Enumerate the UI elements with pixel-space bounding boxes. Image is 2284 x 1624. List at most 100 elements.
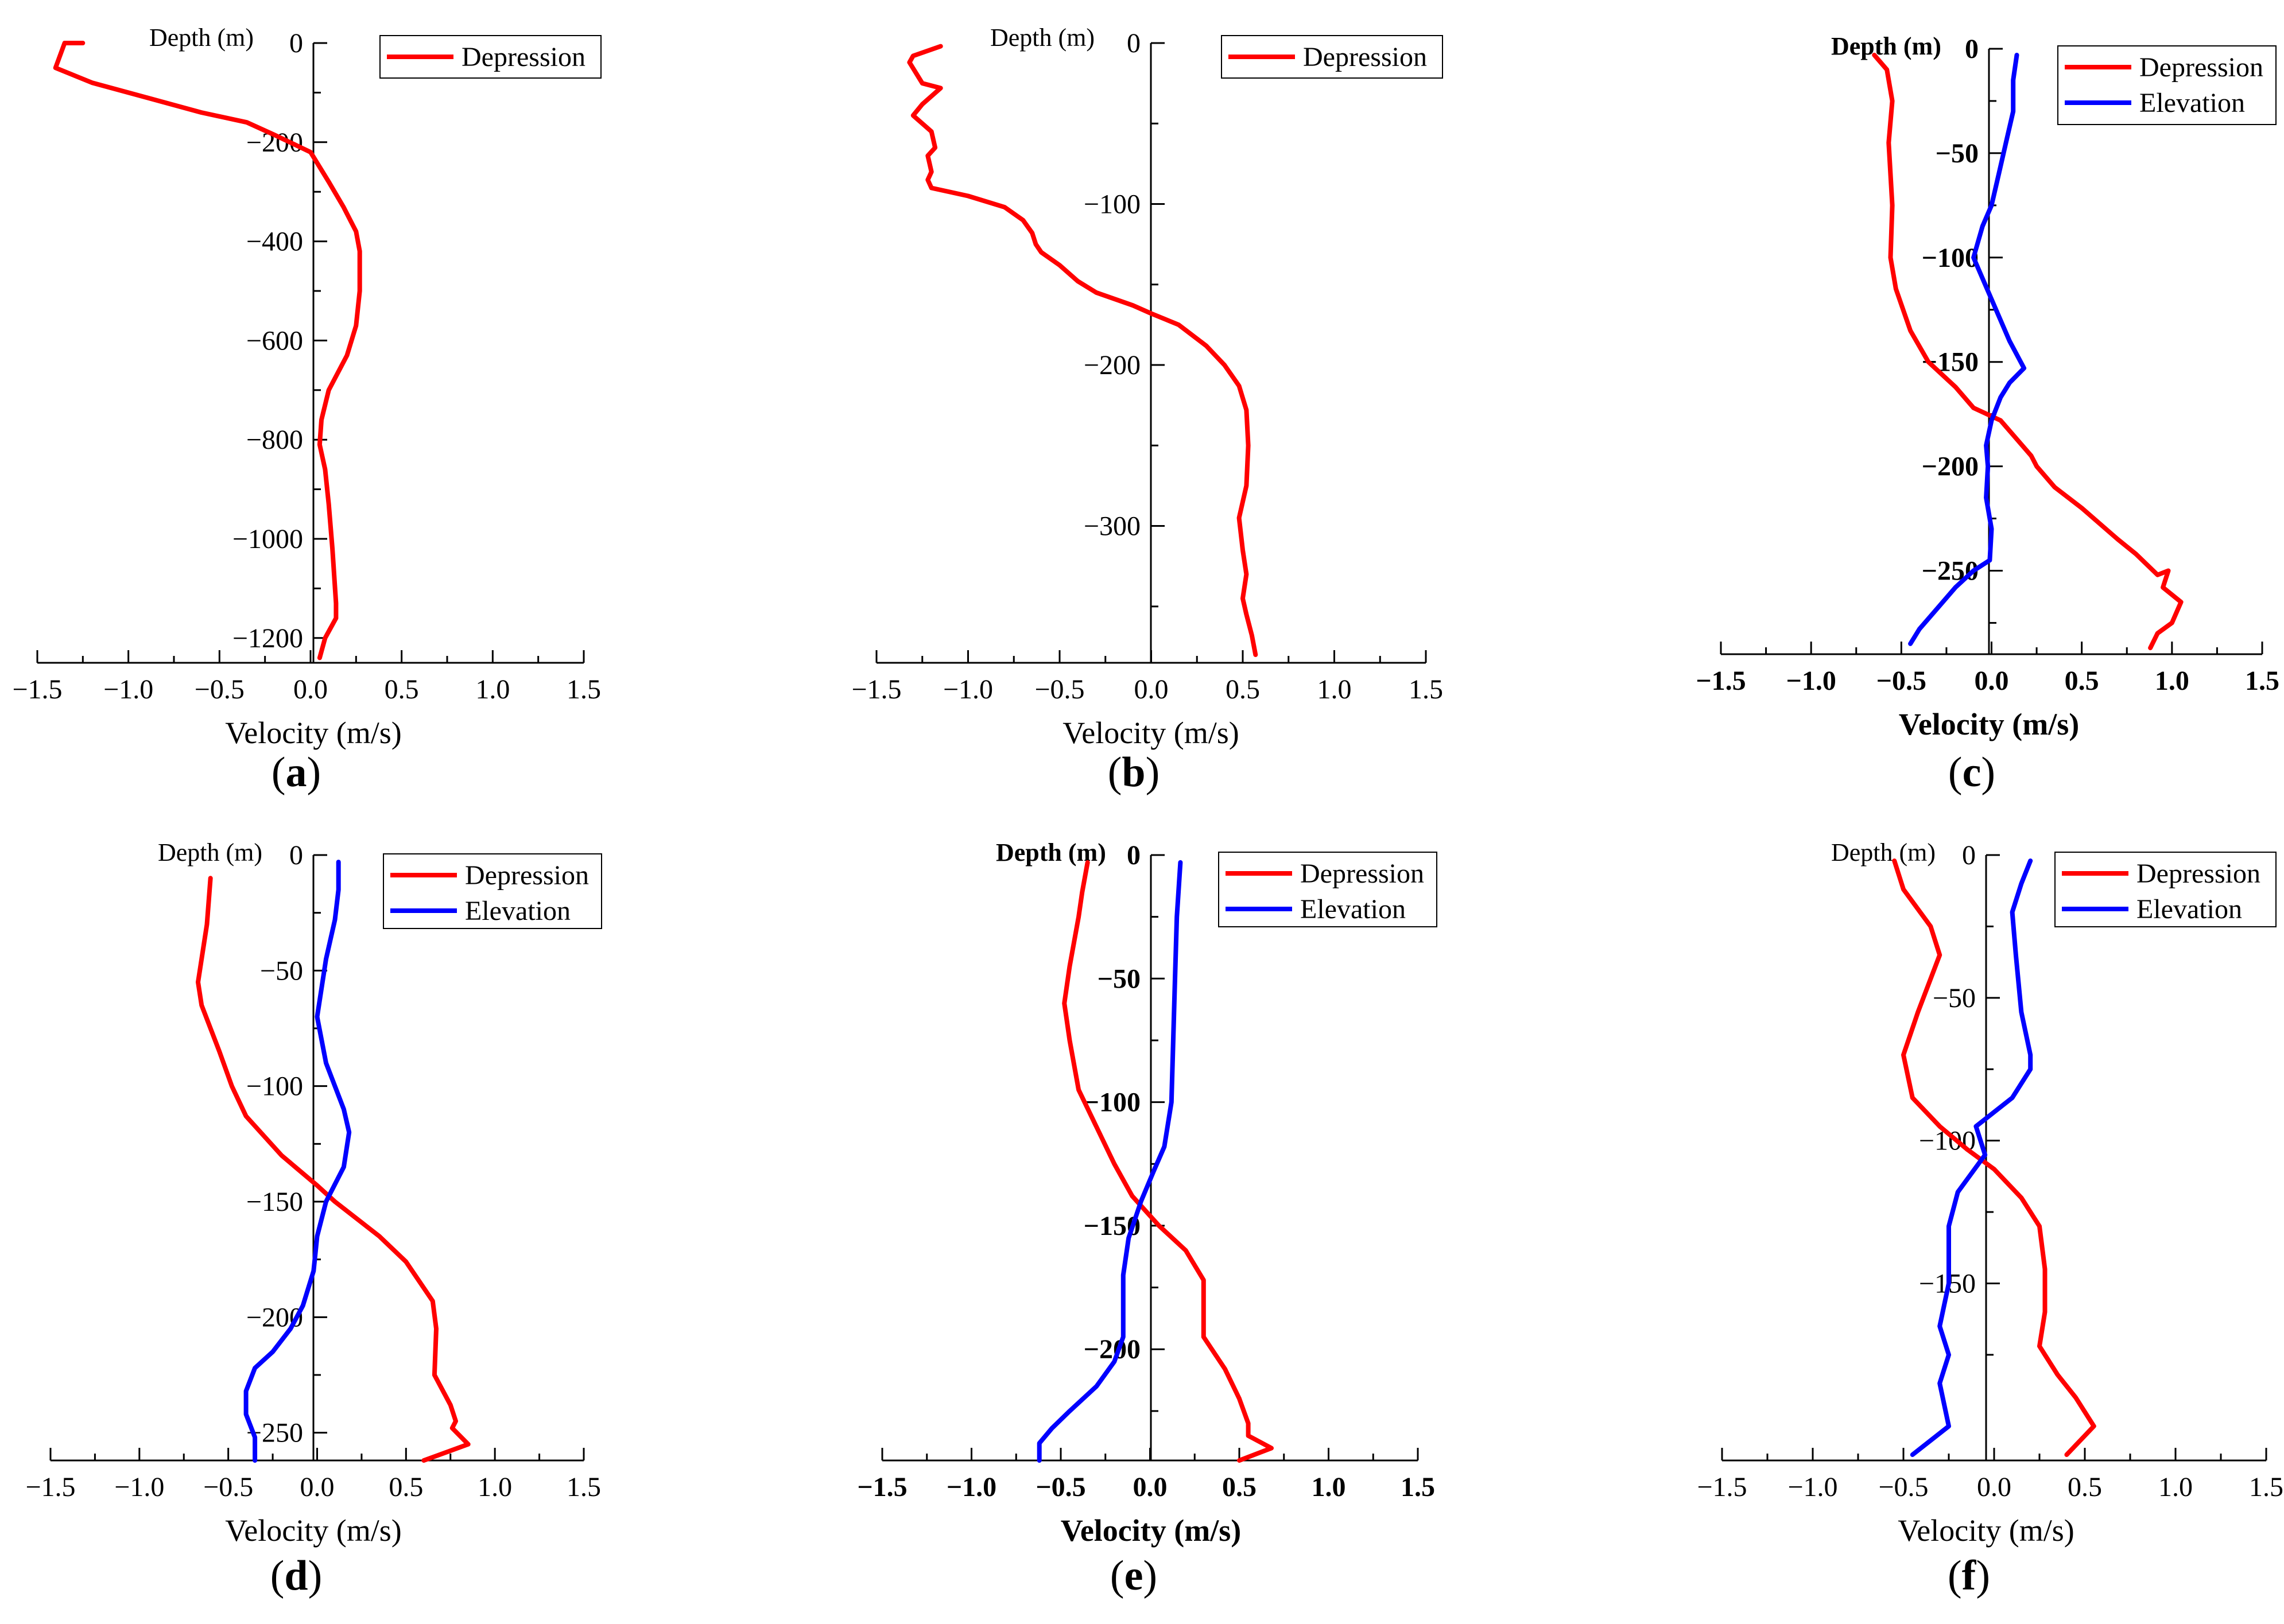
x-tick-label: 1.5	[1401, 1472, 1435, 1502]
panel-label: (e)	[1110, 1552, 1157, 1599]
y-tick-label: 0	[1127, 840, 1141, 871]
x-tick-label: 0.5	[2068, 1472, 2102, 1502]
x-tick-label: −0.5	[1876, 666, 1926, 696]
legend: Depression Elevation	[2054, 852, 2277, 927]
y-tick-label: −400	[246, 227, 303, 257]
panel-label: (f)	[1948, 1552, 1990, 1599]
legend-label-elevation: Elevation	[2139, 88, 2245, 118]
legend-box	[1218, 852, 1437, 927]
x-tick-label: −1.0	[114, 1472, 164, 1502]
y-tick-label: 0	[1962, 840, 1976, 871]
x-tick-label: 1.0	[1312, 1472, 1346, 1502]
x-tick-label: −0.5	[1034, 674, 1084, 705]
legend-label-elevation: Elevation	[2136, 894, 2242, 924]
x-tick-label: −1.0	[943, 674, 993, 705]
x-tick-label: 0.0	[1977, 1472, 2011, 1502]
x-tick-label: 0.0	[300, 1472, 335, 1502]
legend: Depression	[379, 35, 602, 79]
x-tick-label: −1.0	[947, 1472, 996, 1502]
x-tick-label: −1.5	[25, 1472, 75, 1502]
panel-label: (a)	[272, 749, 321, 796]
panel-label: (d)	[270, 1552, 322, 1599]
x-tick-label: −0.5	[1036, 1472, 1085, 1502]
chart-panel-e: −1.5 −1.0 −0.5 0.0 0.5 1.0 1.50−50−100−150−200…	[857, 838, 1437, 1599]
x-tick-label: 1.0	[1317, 674, 1352, 705]
legend: Depression Elevation	[383, 853, 602, 929]
y-axis-title: Depth (m)	[1831, 32, 1941, 60]
x-tick-label: −1.0	[103, 674, 153, 705]
y-tick-label: −200	[1922, 452, 1979, 482]
x-tick-label: 0.0	[293, 674, 328, 705]
y-tick-label: −800	[246, 425, 303, 455]
y-tick-label: −1200	[232, 623, 303, 654]
series-line-depression	[196, 876, 471, 1463]
y-axis-title: Depth (m)	[149, 24, 254, 52]
x-axis-title: Velocity (m/s)	[1061, 1513, 1241, 1548]
legend-box	[2054, 852, 2277, 927]
y-axis-title: Depth (m)	[1831, 838, 1936, 867]
x-axis-title: Velocity (m/s)	[225, 1513, 401, 1548]
x-tick-label: −1.5	[1697, 1472, 1747, 1502]
chart-panel-c: −1.5 −1.0 −0.5 0.0 0.5 1.0 1.50−50−100−150−200…	[1696, 32, 2279, 796]
y-tick-label: −50	[1933, 983, 1976, 1013]
x-axis-title: Velocity (m/s)	[1898, 1513, 2074, 1548]
x-tick-label: −1.5	[851, 674, 901, 705]
x-tick-label: 1.5	[2249, 1472, 2283, 1502]
x-tick-label: −1.5	[1696, 666, 1746, 696]
series-line-elevation	[243, 860, 352, 1463]
panel-label: (c)	[1948, 749, 1995, 796]
x-tick-label: −0.5	[1878, 1472, 1928, 1502]
x-tick-label: 1.0	[2158, 1472, 2193, 1502]
x-axis-title: Velocity (m/s)	[1899, 707, 2079, 741]
panel-label: (b)	[1108, 749, 1160, 796]
y-tick-label: −300	[1084, 511, 1141, 542]
y-tick-label: −100	[246, 1071, 303, 1102]
chart-panel-d: −1.5 −1.0 −0.5 0.0 0.5 1.0 1.50−50−100−150−200…	[25, 838, 602, 1599]
x-tick-label: −1.0	[1787, 1472, 1837, 1502]
legend-label-depression: Depression	[2136, 858, 2260, 889]
series-line-depression	[1872, 52, 2184, 651]
y-axis-title: Depth (m)	[158, 838, 262, 867]
panels-root: −1.5 −1.0 −0.5 0.0 0.5 1.0 1.5 0 −200 −400 −600 −80…	[12, 24, 2283, 1599]
x-tick-label: −0.5	[195, 674, 245, 705]
y-tick-label: −200	[1084, 350, 1141, 380]
series-line-depression	[1892, 858, 2096, 1457]
x-tick-label: 1.0	[2155, 666, 2189, 696]
x-tick-label: 0.0	[1134, 674, 1169, 705]
y-tick-label: 0	[289, 28, 303, 59]
series-line-depression	[907, 44, 1258, 657]
x-tick-label: 1.0	[475, 674, 510, 705]
x-tick-label: −0.5	[203, 1472, 253, 1502]
chart-panel-a: −1.5 −1.0 −0.5 0.0 0.5 1.0 1.50−200−400−600−80…	[12, 24, 602, 796]
series-line-elevation	[1037, 860, 1183, 1463]
legend-label-elevation: Elevation	[1300, 894, 1406, 924]
y-tick-label: −100	[1922, 243, 1979, 273]
x-tick-label: 0.5	[2065, 666, 2099, 696]
x-tick-label: 1.5	[2245, 666, 2279, 696]
x-tick-label: 0.0	[1975, 666, 2009, 696]
x-tick-label: 0.5	[1226, 674, 1260, 705]
y-tick-label: −50	[260, 955, 303, 986]
y-tick-label: −50	[1098, 963, 1141, 994]
x-tick-label: 0.5	[389, 1472, 423, 1502]
x-tick-label: −1.5	[857, 1472, 907, 1502]
y-tick-label: −150	[246, 1187, 303, 1217]
y-tick-label: −1000	[232, 524, 303, 554]
x-tick-label: 1.0	[478, 1472, 512, 1502]
x-tick-label: 1.5	[567, 674, 601, 705]
series-line-elevation	[1910, 858, 2033, 1457]
legend-box	[383, 853, 602, 929]
y-tick-label: −100	[1084, 189, 1141, 220]
y-tick-label: −600	[246, 325, 303, 356]
chart-panel-f: −1.5 −1.0 −0.5 0.0 0.5 1.0 1.50−50−100−150Dept…	[1697, 838, 2283, 1599]
x-tick-label: −1.5	[12, 674, 62, 705]
x-axis-title: Velocity (m/s)	[1062, 716, 1239, 750]
series-line-depression	[53, 41, 362, 661]
legend-label-elevation: Elevation	[465, 896, 571, 926]
x-axis-title: Velocity (m/s)	[225, 716, 401, 750]
legend: Depression Elevation	[2057, 45, 2277, 125]
x-tick-label: 0.5	[1222, 1472, 1257, 1502]
legend-box	[2057, 45, 2277, 125]
series-line-depression	[1062, 860, 1274, 1463]
